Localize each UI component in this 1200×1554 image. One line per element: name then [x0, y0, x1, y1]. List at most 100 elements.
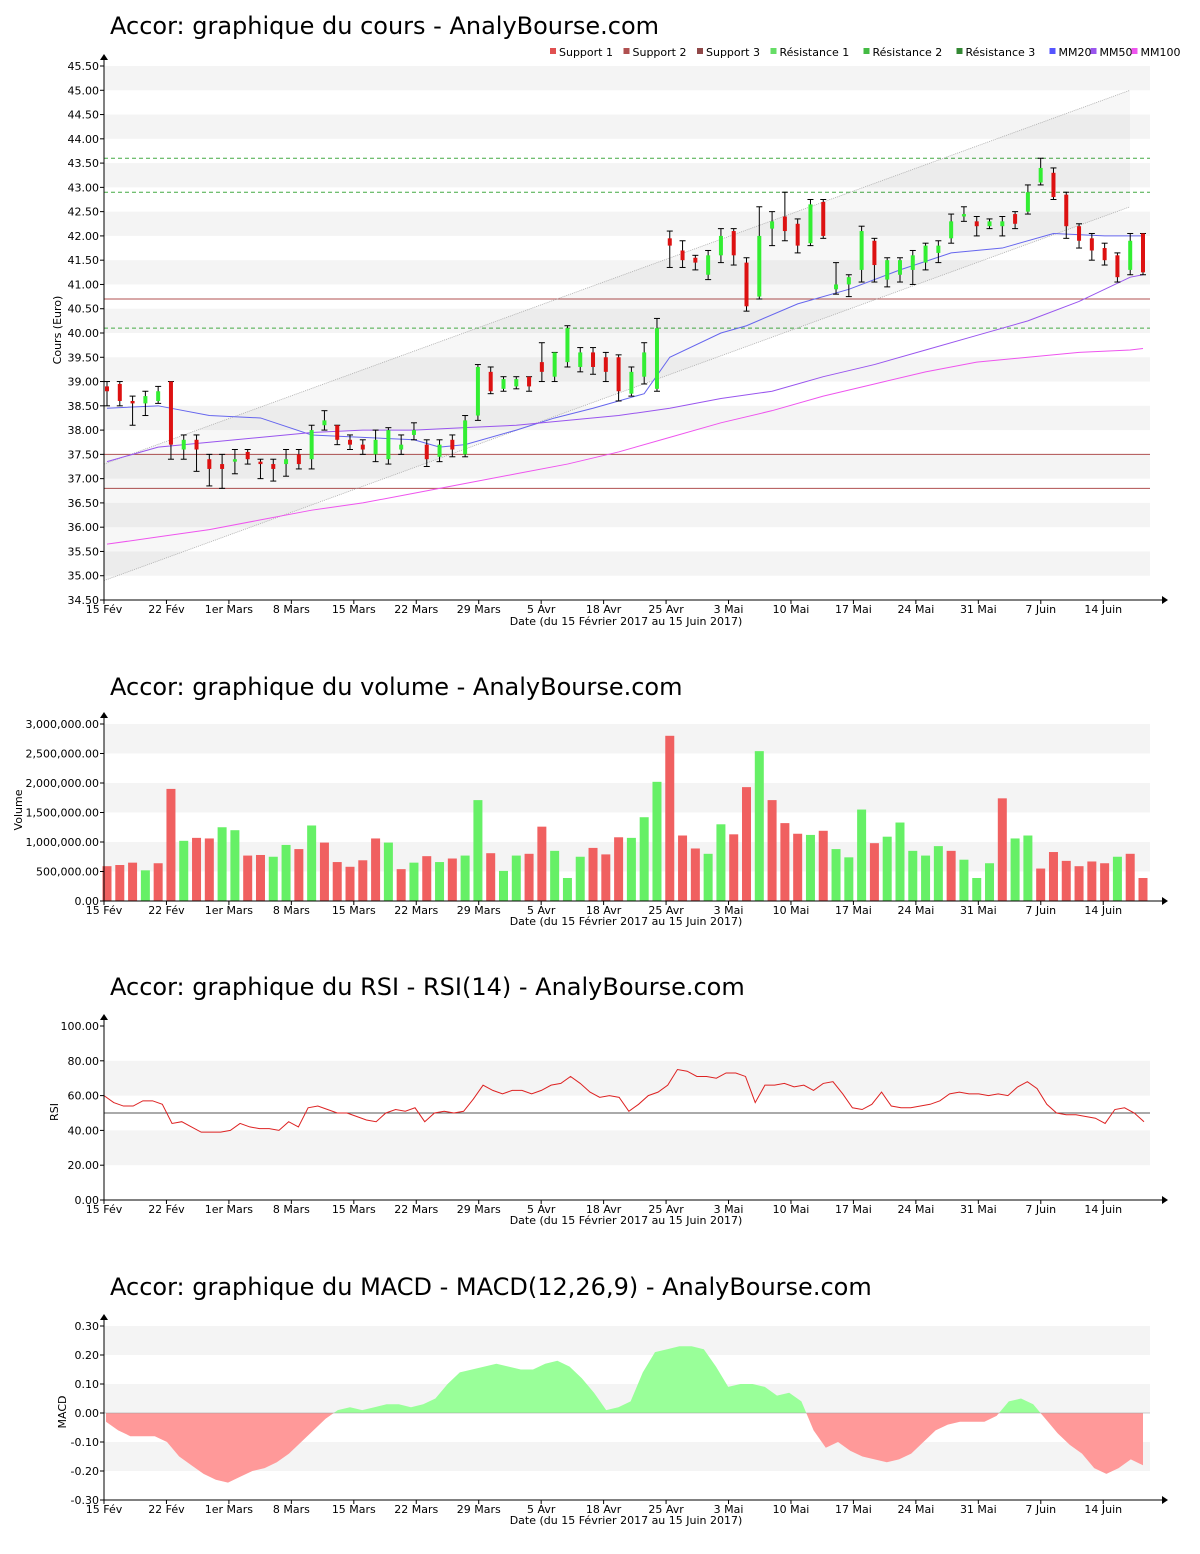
macd-x-tick-label: 7 Juin: [1025, 1503, 1056, 1516]
rsi-band: [104, 1060, 1150, 1096]
legend-swatch: [1049, 48, 1056, 54]
volume-bar: [831, 849, 841, 901]
candle-body: [757, 235, 762, 297]
rsi-band: [104, 1130, 1150, 1166]
candle-body: [770, 221, 775, 229]
price-x-tick-label: 15 Fév: [86, 603, 123, 616]
macd-y-tick-label: 0.20: [75, 1349, 100, 1362]
price-x-tick-label: 5 Avr: [527, 603, 556, 616]
price-x-tick-label: 15 Mars: [332, 603, 376, 616]
volume-x-tick-label: 18 Avr: [586, 904, 622, 917]
legend-label: MM20: [1059, 46, 1092, 59]
volume-x-label: Date (du 15 Février 2017 au 15 Juin 2017…: [510, 915, 743, 928]
volume-bar: [217, 827, 227, 901]
candle-body: [296, 454, 301, 465]
candle-body: [156, 391, 161, 401]
price-x-tick-label: 1er Mars: [205, 603, 254, 616]
candle-body: [348, 439, 353, 445]
volume-bar: [486, 853, 496, 901]
legend-swatch: [956, 48, 963, 54]
legend-swatch: [623, 48, 630, 54]
rsi-chart: Accor: graphique du RSI - RSI(14) - Anal…: [48, 973, 1168, 1227]
price-y-tick-label: 42.00: [68, 230, 100, 243]
volume-chart: Accor: graphique du volume - AnalyBourse…: [12, 673, 1168, 928]
volume-bar: [972, 877, 982, 901]
rsi-x-tick-label: 15 Mars: [332, 1203, 376, 1216]
candle-body: [706, 255, 711, 275]
macd-y-tick-label: 0.00: [75, 1407, 100, 1420]
candle-body: [488, 371, 493, 392]
price-grid-bands: [104, 66, 1150, 576]
price-y-tick-label: 39.00: [68, 376, 100, 389]
candle-body: [552, 352, 557, 377]
macd-chart-title: Accor: graphique du MACD - MACD(12,26,9)…: [110, 1273, 872, 1301]
volume-y-tick-label: 1,000,000.00: [26, 836, 99, 849]
candle-body: [821, 201, 826, 236]
candle-body: [539, 362, 544, 372]
macd-x-tick-label: 15 Mars: [332, 1503, 376, 1516]
candle-body: [667, 238, 672, 246]
volume-bar: [729, 834, 739, 901]
macd-x-tick-label: 31 Mai: [960, 1503, 997, 1516]
volume-bar: [818, 830, 828, 901]
price-y-tick-label: 41.50: [68, 254, 100, 267]
rsi-x-tick-label: 18 Avr: [586, 1203, 622, 1216]
volume-x-tick-label: 8 Mars: [273, 904, 310, 917]
legend-label: Support 1: [559, 46, 613, 59]
legend-swatch: [863, 48, 870, 54]
candle-body: [974, 221, 979, 227]
candle-body: [693, 257, 698, 263]
legend-label: Résistance 1: [780, 46, 850, 59]
volume-bar: [371, 838, 381, 901]
price-y-tick-label: 43.00: [68, 181, 100, 194]
macd-area-group: [104, 1346, 1150, 1483]
candle-body: [245, 451, 250, 460]
volume-y-tick-label: 2,500,000.00: [26, 748, 99, 761]
price-chart-title: Accor: graphique du cours - AnalyBourse.…: [110, 12, 659, 40]
volume-bar: [1087, 861, 1097, 901]
candle-body: [424, 444, 429, 460]
volume-bar: [793, 833, 803, 901]
volume-bar: [985, 863, 995, 901]
volume-bar: [959, 859, 969, 901]
price-band: [104, 114, 1150, 139]
volume-axes: 0.00 500,000.00 1,000,000.00 1,500,000.00 2,…: [26, 712, 1168, 917]
volume-x-tick-label: 15 Mars: [332, 904, 376, 917]
volume-bar: [102, 866, 112, 901]
macd-x-tick-label: 22 Mars: [394, 1503, 438, 1516]
volume-bar: [601, 854, 611, 901]
candle-body: [603, 357, 608, 372]
candle-body: [335, 425, 340, 440]
candle-body: [987, 221, 992, 227]
volume-band: [104, 724, 1150, 754]
macd-x-label: Date (du 15 Février 2017 au 15 Juin 2017…: [510, 1514, 743, 1527]
volume-chart-title: Accor: graphique du volume - AnalyBourse…: [110, 673, 682, 701]
price-x-tick-label: 22 Mars: [394, 603, 438, 616]
price-legend: Support 1 Support 2 Support 3 Résistance 1 R…: [550, 46, 1180, 59]
macd-axes: -0.30 -0.20 -0.10 0.00 0.10 0.20 0.30 15 Fév 22 …: [71, 1314, 1168, 1516]
volume-bar: [869, 843, 879, 901]
candle-body: [271, 464, 276, 469]
ma-line-mm100: [106, 348, 1144, 545]
rsi-y-tick-label: 20.00: [68, 1159, 100, 1172]
legend-label: MM50: [1100, 46, 1133, 59]
candle-body: [1038, 167, 1043, 183]
price-x-tick-label: 10 Mai: [773, 603, 810, 616]
candle-body: [834, 284, 839, 290]
candle-body: [795, 223, 800, 246]
price-x-tick-label: 17 Mai: [835, 603, 872, 616]
rsi-y-tick-label: 40.00: [68, 1124, 100, 1137]
price-y-label: Cours (Euro): [51, 296, 64, 365]
volume-bar: [192, 837, 202, 901]
volume-x-tick-label: 14 Juin: [1084, 904, 1122, 917]
rsi-x-tick-label: 10 Mai: [773, 1203, 810, 1216]
volume-bar: [128, 862, 138, 901]
candle-body: [654, 328, 659, 389]
rsi-x-tick-label: 22 Mars: [394, 1203, 438, 1216]
volume-x-arrow: [1162, 897, 1168, 905]
legend-label: Résistance 2: [873, 46, 943, 59]
volume-bar: [115, 865, 125, 901]
macd-x-tick-label: 18 Avr: [586, 1503, 622, 1516]
volume-bar: [524, 853, 534, 901]
candlesticks: [104, 157, 1146, 489]
